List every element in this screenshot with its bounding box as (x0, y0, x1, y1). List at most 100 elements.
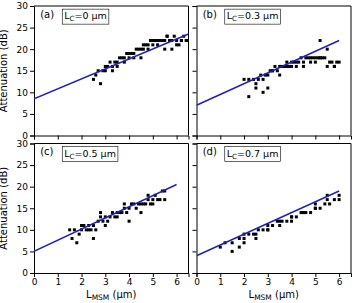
tick-mark (193, 28, 197, 29)
point (314, 207, 317, 210)
tick: 2 (242, 273, 248, 287)
tick: 4 (289, 273, 295, 287)
point (109, 61, 112, 64)
tick-label: 0 (32, 277, 38, 287)
point (262, 228, 265, 231)
point (175, 43, 178, 46)
tick-mark (30, 71, 34, 72)
y-axis: 051015202530 (17, 1, 35, 141)
tick-mark (30, 165, 34, 166)
point (139, 211, 142, 214)
x-axis (35, 136, 190, 140)
tick: 25 (17, 23, 34, 33)
tick: 0 (194, 273, 200, 287)
tick (193, 136, 197, 137)
tick-label: 10 (17, 88, 29, 98)
y-axis (193, 144, 198, 274)
tick: 1 (55, 273, 61, 287)
fit-line (34, 185, 177, 252)
point (231, 250, 234, 253)
point (328, 202, 331, 205)
axis-line (30, 144, 35, 274)
annotation: LC=0.7 μm (227, 148, 279, 161)
y-axis-label: Attenuation (dB) (0, 167, 9, 250)
point (116, 65, 119, 68)
panel-label: (a) (40, 9, 54, 20)
point (338, 194, 341, 197)
tick (193, 6, 197, 7)
point (99, 211, 102, 214)
tick (153, 136, 154, 140)
point (170, 48, 173, 51)
tick: 3 (103, 273, 109, 287)
tick-label: 0 (22, 268, 28, 278)
tick (193, 92, 197, 93)
tick-mark (30, 251, 34, 252)
x-axis (197, 136, 352, 140)
point (163, 48, 166, 51)
tick-mark (220, 136, 221, 140)
point (166, 35, 169, 38)
annotation-box: LC=0.5 μm (62, 147, 118, 162)
tick: 15 (17, 66, 34, 76)
fit-line (197, 191, 340, 256)
point (273, 65, 276, 68)
tick-label: 5 (150, 277, 156, 287)
point (333, 65, 336, 68)
tick (193, 230, 197, 231)
tick: 20 (17, 45, 34, 55)
tick-label: 3 (265, 277, 271, 287)
tick-mark (193, 187, 197, 188)
frame (34, 144, 189, 274)
point (266, 228, 269, 231)
plot-area (197, 39, 341, 105)
tick (193, 273, 197, 274)
tick: 5 (22, 109, 34, 119)
point (266, 87, 269, 90)
point (319, 56, 322, 59)
point (271, 224, 274, 227)
tick (339, 136, 340, 140)
tick: 2 (79, 273, 85, 287)
point (142, 48, 145, 51)
fit-line (197, 41, 340, 106)
point (166, 35, 169, 38)
panel: (b)LC=0.3 μm (193, 6, 352, 140)
panel-label: (c) (40, 146, 53, 157)
tick: 4 (127, 273, 133, 287)
tick (244, 136, 245, 140)
point (333, 198, 336, 201)
point (319, 56, 322, 59)
point (73, 228, 76, 231)
tick (193, 49, 197, 50)
tick: 5 (22, 247, 34, 257)
point (285, 220, 288, 223)
tick-mark (193, 230, 197, 231)
point (254, 87, 257, 90)
point (163, 198, 166, 201)
point (314, 207, 317, 210)
tick-label: 6 (337, 277, 343, 287)
panel: 0123456051015202530(c)LC=0.5 μmAttenuati… (0, 139, 189, 302)
point (144, 202, 147, 205)
tick: 10 (17, 88, 34, 98)
tick: 25 (17, 160, 34, 170)
point (75, 241, 78, 244)
point (71, 237, 74, 240)
point (180, 39, 183, 42)
panel-label: (b) (203, 9, 217, 20)
tick-label: 10 (17, 225, 29, 235)
tick-label: 4 (127, 277, 133, 287)
tick: 6 (337, 273, 343, 287)
tick (220, 136, 221, 140)
tick-mark (177, 136, 178, 140)
tick-mark (30, 49, 34, 50)
point (243, 241, 246, 244)
frame (34, 6, 189, 136)
tick (292, 136, 293, 140)
annotation-frame (62, 9, 109, 24)
point (326, 198, 329, 201)
tick-mark (268, 136, 269, 140)
tick-mark (244, 136, 245, 140)
point (302, 65, 305, 68)
